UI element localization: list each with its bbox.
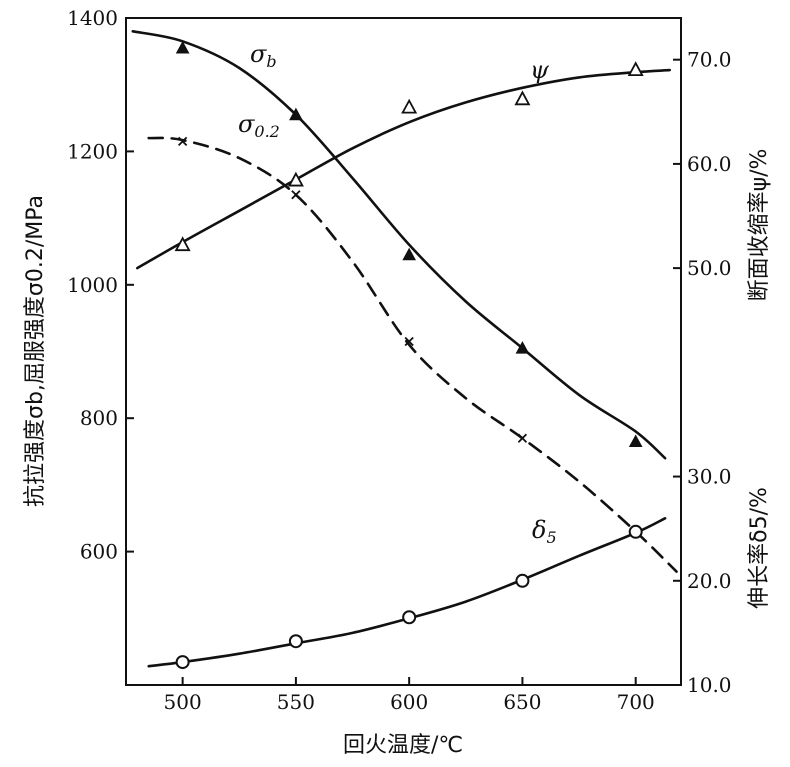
x-tick-label-500: 500: [164, 690, 202, 714]
y-left-tick-label-600: 600: [80, 540, 118, 564]
data-point-sigma-b-500: [175, 40, 190, 54]
y-left-tick-label-1000: 1000: [67, 273, 118, 297]
data-point-delta-5-650: [515, 573, 530, 588]
data-point-sigma-02-550: [291, 190, 301, 200]
series-label-sigma-02: σ0.2: [238, 110, 280, 141]
x-tick-label-650: 650: [503, 690, 541, 714]
series-labels: σb σ0.2 ψ δ5: [238, 40, 557, 547]
tick-labels: 500 550 600 650 700 600 800 1000 1200 1400 10.0 20.…: [67, 6, 731, 714]
data-point-psi-550: [287, 171, 304, 187]
y-right-tick-label-30: 30.0: [687, 465, 732, 489]
x-tick-label-700: 700: [617, 690, 655, 714]
y-left-tick-label-1400: 1400: [67, 6, 118, 30]
left-axis-title: 抗拉强度σb,屈服强度σ0.2/MPa: [23, 195, 48, 507]
data-point-delta-5-500: [175, 655, 190, 670]
right-axis-title-psi: 断面收缩率ψ/%: [747, 149, 772, 302]
series-line-delta-5: [147, 517, 667, 668]
y-right-tick-label-10: 10.0: [687, 673, 732, 697]
x-axis-title: 回火温度/℃: [343, 733, 463, 758]
y-left-tick-label-800: 800: [80, 406, 118, 430]
plot-frame: [125, 17, 682, 686]
data-point-sigma-02-500: [177, 136, 188, 147]
right-axis-title-delta: 伸长率δ5/%: [747, 487, 772, 609]
series-line-sigma-02: [147, 136, 678, 573]
y-left-tick-label-1200: 1200: [67, 139, 118, 163]
y-right-tick-label-50: 50.0: [687, 256, 732, 280]
data-point-psi-500: [174, 236, 191, 252]
series-markers: [174, 40, 644, 670]
series-line-psi: [136, 68, 671, 270]
data-point-sigma-b-600: [402, 247, 417, 261]
data-point-delta-5-600: [402, 610, 417, 625]
data-point-sigma-b-550: [289, 107, 303, 121]
data-point-sigma-b-700: [628, 434, 643, 448]
data-point-psi-600: [401, 98, 418, 114]
data-point-sigma-02-650: [517, 433, 528, 443]
data-point-sigma-b-650: [515, 341, 530, 354]
series-label-delta-5: δ5: [532, 516, 557, 547]
series-label-psi: ψ: [530, 56, 550, 84]
data-point-delta-5-550: [288, 634, 303, 649]
data-point-psi-700: [627, 61, 644, 77]
axis-ticks: [126, 17, 681, 686]
series-curves: [131, 30, 678, 668]
x-tick-label-550: 550: [277, 690, 315, 714]
series-label-sigma-b: σb: [250, 40, 277, 71]
data-point-sigma-02-600: [404, 336, 414, 347]
series-line-sigma-b: [131, 30, 667, 460]
y-right-tick-label-60: 60.0: [687, 152, 732, 176]
y-right-tick-label-20: 20.0: [687, 569, 732, 593]
x-tick-label-600: 600: [390, 690, 428, 714]
data-point-delta-5-700: [628, 524, 643, 539]
y-right-tick-label-70: 70.0: [687, 48, 732, 72]
data-point-psi-650: [514, 90, 531, 106]
